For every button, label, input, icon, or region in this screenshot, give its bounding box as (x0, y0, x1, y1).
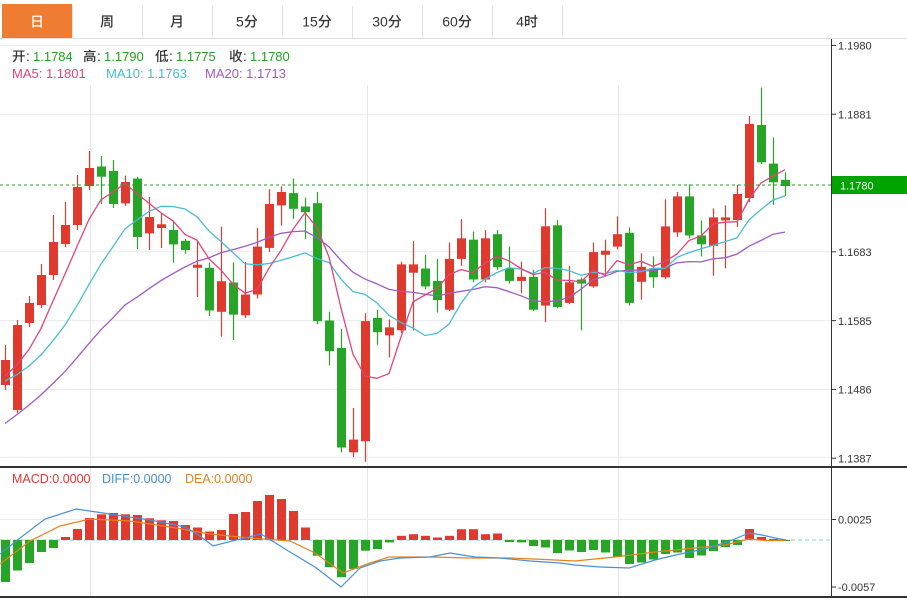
svg-text:DIFF:0.0000: DIFF:0.0000 (102, 472, 172, 486)
svg-text:1.1775: 1.1775 (176, 49, 216, 64)
svg-text:1.1881: 1.1881 (838, 109, 872, 121)
svg-text:MA20: 1.1713: MA20: 1.1713 (205, 66, 286, 81)
svg-text:-0.0057: -0.0057 (838, 582, 875, 594)
svg-text:1.1387: 1.1387 (838, 453, 872, 465)
svg-text:30: 30 (372, 14, 388, 30)
svg-text::: : (169, 49, 173, 64)
svg-text::: : (26, 49, 30, 64)
svg-text:1.1784: 1.1784 (33, 49, 73, 64)
svg-text:1.1780: 1.1780 (250, 49, 290, 64)
svg-text:1.1585: 1.1585 (838, 316, 872, 328)
svg-text:5: 5 (236, 14, 244, 30)
svg-text:1.1683: 1.1683 (838, 247, 872, 259)
svg-text:4: 4 (516, 14, 524, 30)
svg-text::: : (243, 49, 247, 64)
svg-text::: : (97, 49, 101, 64)
svg-text:1.1980: 1.1980 (838, 41, 872, 53)
svg-text:60: 60 (442, 14, 458, 30)
svg-text:MA10: 1.1763: MA10: 1.1763 (106, 66, 187, 81)
svg-text:15: 15 (302, 14, 318, 30)
svg-text:DEA:0.0000: DEA:0.0000 (185, 472, 252, 486)
svg-text:0.0025: 0.0025 (838, 515, 872, 527)
svg-text:MA5: 1.1801: MA5: 1.1801 (12, 66, 86, 81)
svg-text:MACD:0.0000: MACD:0.0000 (12, 472, 91, 486)
svg-text:1.1780: 1.1780 (840, 181, 874, 193)
svg-text:1.1486: 1.1486 (838, 385, 872, 397)
svg-text:1.1790: 1.1790 (104, 49, 144, 64)
